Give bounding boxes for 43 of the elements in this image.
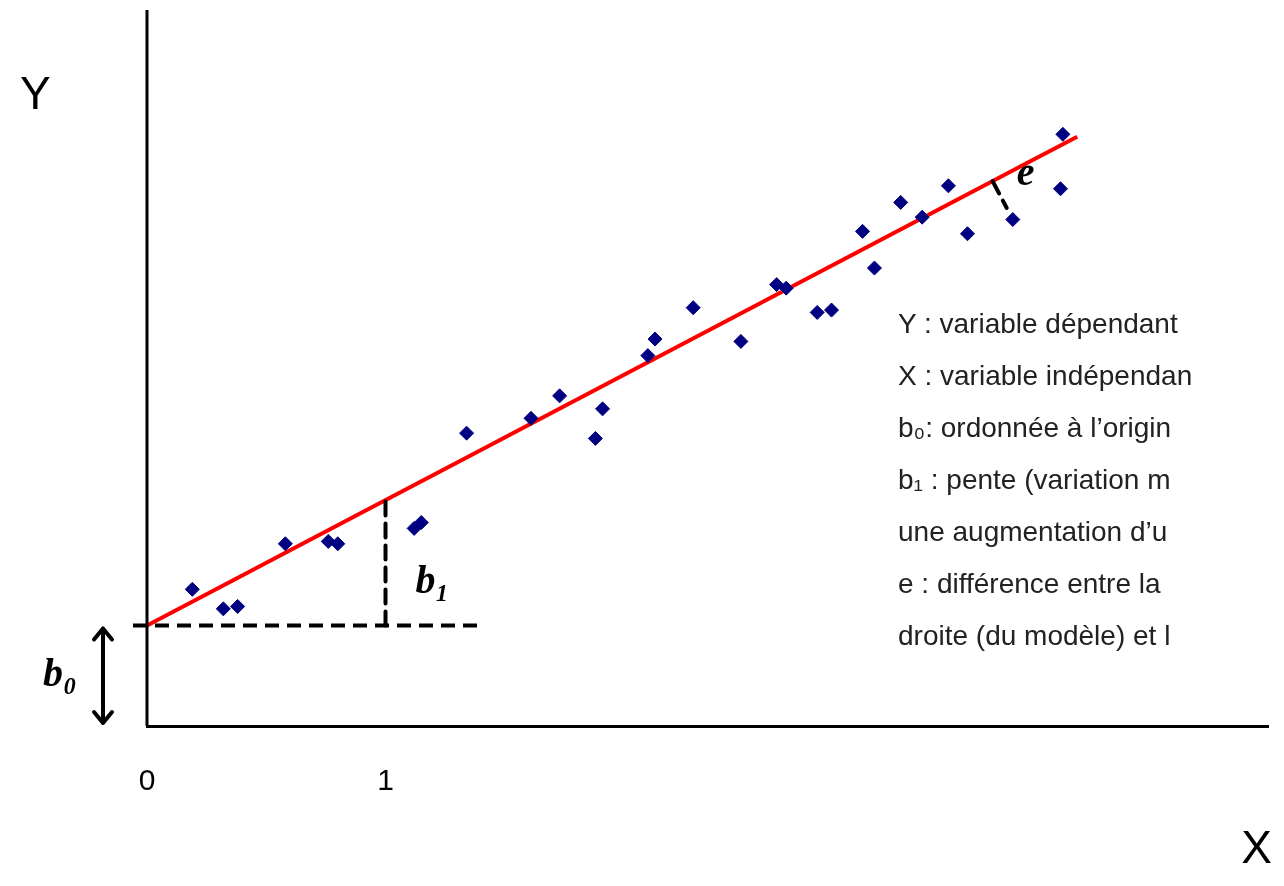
- point: [413, 514, 429, 530]
- point: [685, 300, 701, 316]
- point: [587, 430, 603, 446]
- annotation: e: [1016, 149, 1035, 195]
- point: [769, 277, 785, 293]
- point: [1055, 126, 1071, 142]
- x-axis-title: X: [1241, 820, 1272, 873]
- point: [914, 209, 930, 225]
- point: [1005, 212, 1021, 228]
- point: [277, 536, 293, 552]
- point: [647, 331, 663, 347]
- x-tick-label: 1: [377, 763, 394, 797]
- point: [595, 401, 611, 417]
- point: [552, 388, 568, 404]
- point: [640, 348, 656, 364]
- point: [184, 581, 200, 597]
- point: [523, 410, 539, 426]
- point: [866, 260, 882, 276]
- point: [824, 302, 840, 318]
- point: [320, 533, 336, 549]
- y-axis-title: Y: [20, 66, 51, 119]
- point: [855, 223, 871, 239]
- x-tick-label: 0: [138, 763, 156, 797]
- annotation: e : différence entre la: [898, 567, 1162, 601]
- annotation: une augmentation d’u: [898, 515, 1169, 549]
- point: [809, 304, 825, 320]
- point: [959, 226, 975, 242]
- annotation: b₁ : pente (variation m: [898, 463, 1172, 497]
- ref-line-label: b₁: [415, 557, 450, 603]
- annotation: droite (du modèle) et l: [898, 619, 1172, 653]
- point: [230, 598, 246, 614]
- annotation: X : variable indépendan: [898, 359, 1193, 393]
- point: [330, 536, 346, 552]
- point: [940, 178, 956, 194]
- point: [733, 333, 749, 349]
- point: [215, 601, 231, 617]
- point: [778, 280, 794, 296]
- point: [893, 194, 909, 210]
- annotation: Y : variable dépendant: [898, 307, 1179, 341]
- point: [459, 425, 475, 441]
- point: [1053, 181, 1068, 197]
- text: b₀: [43, 650, 77, 696]
- annotation: b₀: ordonnée à l’origin: [898, 411, 1173, 445]
